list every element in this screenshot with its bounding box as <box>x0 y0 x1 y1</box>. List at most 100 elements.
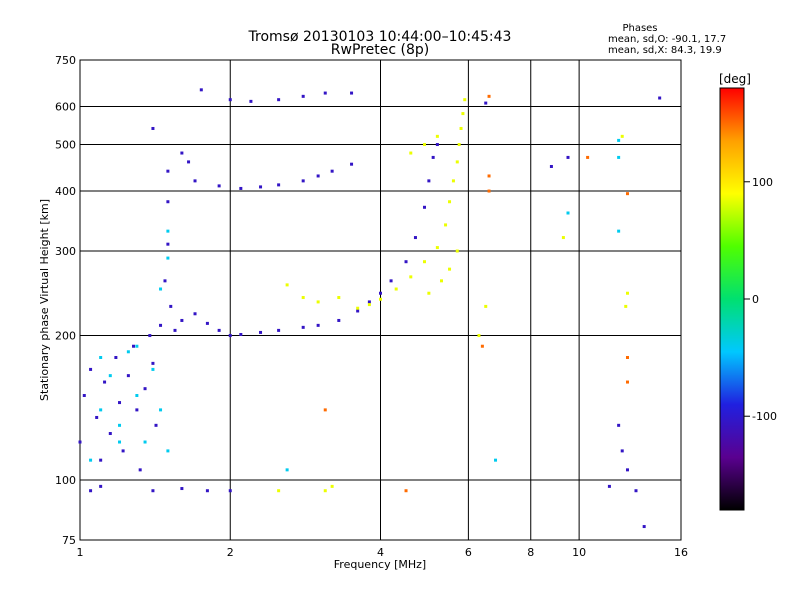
colorbar-tick-label: 0 <box>752 293 759 306</box>
x-tick-label: 8 <box>527 546 534 559</box>
data-point <box>404 489 408 493</box>
data-point <box>126 374 130 378</box>
data-point <box>126 350 130 354</box>
data-point <box>82 394 86 398</box>
data-point <box>180 487 184 491</box>
data-point <box>480 344 484 348</box>
data-point <box>95 415 99 419</box>
data-point <box>199 88 203 92</box>
data-point <box>427 291 431 295</box>
data-point <box>173 328 177 332</box>
data-point <box>249 99 253 103</box>
x-tick-label: 10 <box>572 546 586 559</box>
data-point <box>285 468 289 472</box>
y-axis-label: Stationary phase Virtual Height [km] <box>38 199 51 401</box>
data-point <box>323 489 327 493</box>
data-point <box>205 489 209 493</box>
data-point <box>114 355 118 359</box>
data-point <box>151 126 155 130</box>
stats-heading: Phases <box>622 23 657 34</box>
data-point <box>99 458 103 462</box>
data-point <box>459 126 463 130</box>
data-point <box>409 275 413 279</box>
data-point <box>316 300 320 304</box>
data-point <box>151 367 155 371</box>
data-point <box>461 112 465 116</box>
data-point <box>99 484 103 488</box>
data-point <box>166 169 170 173</box>
data-point <box>404 260 408 264</box>
data-point <box>330 484 334 488</box>
data-point <box>658 96 662 100</box>
data-point <box>301 325 305 329</box>
data-point <box>285 283 289 287</box>
data-point <box>422 205 426 209</box>
data-point <box>617 229 621 233</box>
y-tick-label: 300 <box>55 245 76 258</box>
data-point <box>277 328 281 332</box>
data-point <box>484 101 488 105</box>
data-point <box>350 162 354 166</box>
data-point <box>166 242 170 246</box>
data-point <box>180 318 184 322</box>
data-point <box>316 174 320 178</box>
data-point <box>159 408 163 412</box>
data-point <box>228 489 232 493</box>
data-point <box>108 374 112 378</box>
x-tick-label: 16 <box>674 546 688 559</box>
data-point <box>118 423 122 427</box>
data-point <box>277 98 281 102</box>
data-point <box>549 164 553 168</box>
colorbar-ticks: 100 0 -100 <box>744 176 777 423</box>
data-point <box>625 192 629 196</box>
data-point <box>586 155 590 159</box>
x-tick-label: 6 <box>465 546 472 559</box>
chart-title-line2: RwPretec (8p) <box>331 42 429 58</box>
data-point <box>187 160 191 164</box>
data-point <box>78 440 82 444</box>
data-point <box>205 321 209 325</box>
chart-title-line1: Tromsø 20130103 10:44:00–10:45:43 <box>248 29 512 45</box>
data-point <box>448 267 452 271</box>
data-point <box>642 525 646 529</box>
y-tick-label: 500 <box>55 139 76 152</box>
data-point <box>143 440 147 444</box>
data-point <box>166 449 170 453</box>
data-point <box>566 211 570 215</box>
data-point <box>427 179 431 183</box>
data-point <box>99 355 103 359</box>
data-point <box>259 185 263 189</box>
data-point <box>108 432 112 436</box>
data-point <box>301 94 305 98</box>
data-point <box>135 394 139 398</box>
data-point <box>151 489 155 493</box>
data-point <box>620 134 624 138</box>
y-tick-label: 600 <box>55 101 76 114</box>
data-point <box>444 223 448 227</box>
data-point <box>394 287 398 291</box>
colorbar-tick-label: -100 <box>752 410 777 423</box>
scatter-points <box>78 88 662 529</box>
data-point <box>413 236 417 240</box>
data-point <box>477 334 481 338</box>
data-point <box>323 91 327 95</box>
data-point <box>422 143 426 147</box>
data-point <box>135 408 139 412</box>
data-point <box>89 489 93 493</box>
x-tick-label: 2 <box>227 546 234 559</box>
data-point <box>634 489 638 493</box>
data-point <box>239 332 243 336</box>
x-tick-label: 4 <box>377 546 384 559</box>
data-point <box>435 246 439 250</box>
data-point <box>118 401 122 405</box>
data-point <box>169 304 173 308</box>
data-point <box>389 279 393 283</box>
data-point <box>118 440 122 444</box>
y-tick-label: 75 <box>62 534 76 547</box>
data-point <box>440 279 444 283</box>
data-point <box>566 155 570 159</box>
data-point <box>337 318 341 322</box>
data-point <box>409 151 413 155</box>
colorbar-unit-label: [deg] <box>719 72 751 86</box>
